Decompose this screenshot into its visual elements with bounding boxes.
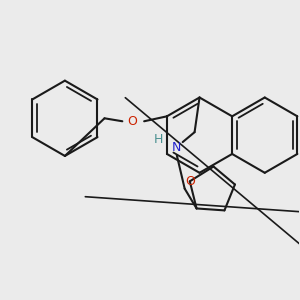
Text: O: O — [127, 115, 137, 128]
Text: N: N — [172, 140, 182, 154]
Text: O: O — [185, 175, 195, 188]
Text: H: H — [154, 133, 164, 146]
